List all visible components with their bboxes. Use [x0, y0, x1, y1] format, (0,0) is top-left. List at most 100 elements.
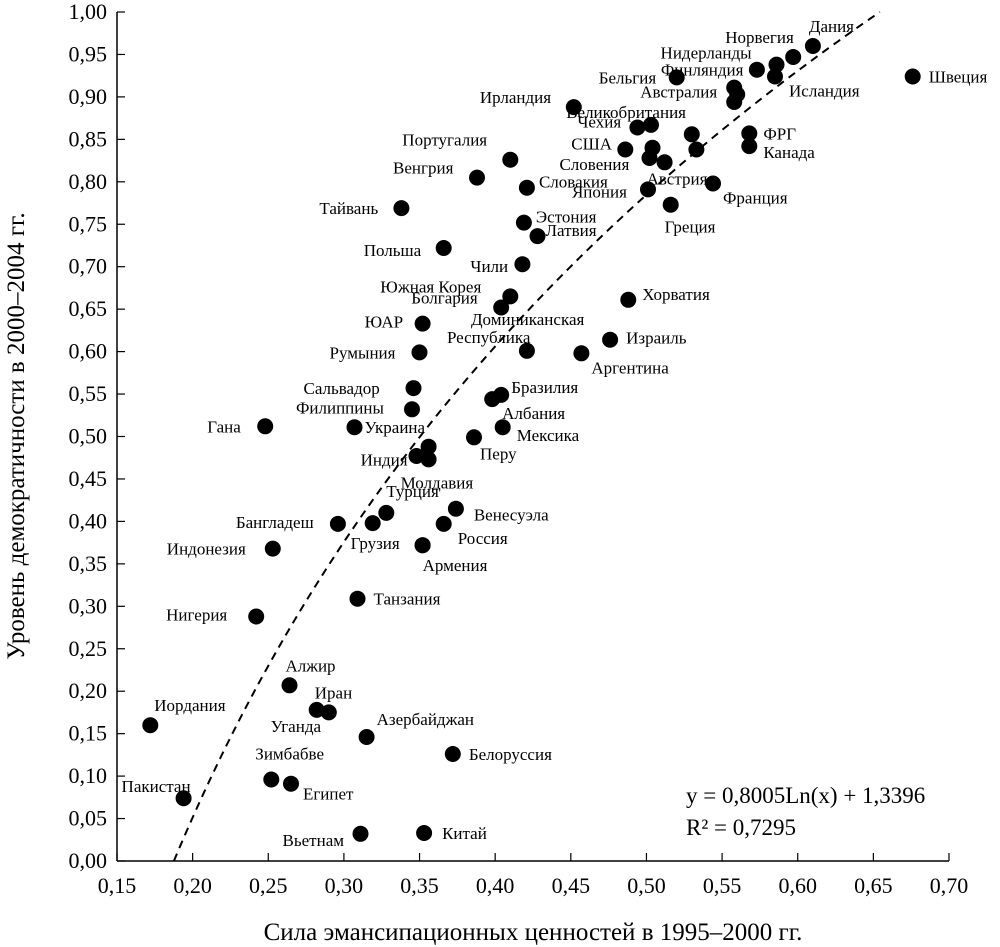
point-label: Молдавия — [401, 474, 474, 493]
y-tick-label: 0,60 — [69, 339, 108, 364]
data-point — [748, 61, 765, 78]
x-tick-label: 0,60 — [778, 873, 817, 898]
point-label: Танзания — [374, 590, 441, 609]
point-label: Норвегия — [725, 28, 794, 47]
point-label: Перу — [480, 444, 517, 463]
r2-text: R² = 0,7295 — [686, 815, 796, 840]
point-label: Израиль — [626, 329, 687, 348]
data-point — [529, 228, 546, 245]
data-point — [329, 515, 346, 532]
y-tick-label: 0,35 — [69, 551, 108, 576]
point-label: Финляндия — [661, 61, 744, 80]
data-point — [502, 151, 519, 168]
point-label: Хорватия — [642, 285, 710, 304]
data-point — [283, 775, 299, 792]
data-point — [515, 214, 532, 231]
point-label: Армения — [423, 556, 488, 575]
point-label: Чехия — [577, 112, 621, 131]
point-label: Эстония — [536, 208, 597, 227]
point-label: Албания — [502, 404, 565, 423]
data-point — [444, 746, 461, 762]
point-label: Словакия — [539, 173, 608, 192]
data-point — [281, 677, 298, 694]
point-label: Швеция — [929, 68, 988, 87]
y-tick-label: 0,05 — [69, 806, 108, 831]
data-point — [494, 419, 511, 436]
point-label: Исландия — [789, 82, 860, 101]
y-axis-title: Уровень демократичности в 2000–2004 гг. — [3, 212, 30, 659]
data-point — [264, 540, 281, 557]
equation-text: y = 0,8005Ln(x) + 1,3396 — [686, 783, 925, 808]
data-point — [466, 429, 482, 446]
point-label: Португалия — [402, 131, 487, 150]
point-label: Белоруссия — [469, 745, 552, 764]
point-label: Сальвадор — [303, 379, 379, 398]
y-tick-label: 1,00 — [69, 0, 108, 24]
data-point — [804, 38, 821, 54]
point-label: Польша — [364, 241, 422, 260]
data-point — [668, 69, 685, 86]
data-point — [768, 56, 785, 73]
data-point — [643, 116, 659, 133]
point-label: Гана — [207, 417, 241, 436]
point-label: Аргентина — [591, 358, 669, 377]
data-point — [705, 175, 721, 192]
y-tick-label: 0,30 — [69, 593, 108, 618]
y-tick-label: 0,10 — [69, 763, 108, 788]
data-point — [411, 344, 428, 361]
point-label: ЮАР — [365, 313, 404, 332]
data-point — [514, 256, 531, 273]
x-tick-label: 0,20 — [173, 873, 212, 898]
data-point — [662, 196, 679, 213]
data-point — [263, 771, 280, 788]
points-layer — [142, 38, 921, 842]
data-point — [320, 704, 337, 721]
data-point — [358, 729, 375, 745]
point-label: Нидерланды — [661, 44, 753, 63]
data-point — [904, 68, 921, 85]
data-point — [641, 150, 658, 166]
y-tick-label: 0,40 — [69, 508, 108, 533]
data-point — [629, 119, 646, 136]
point-label: ФРГ — [763, 124, 796, 143]
data-point — [656, 154, 673, 171]
y-tick-label: 0,45 — [69, 466, 108, 491]
y-tick-label: 0,15 — [69, 721, 108, 746]
data-point — [447, 500, 464, 517]
data-point — [741, 138, 758, 155]
data-point — [416, 825, 433, 841]
point-label: Южная Корея — [380, 277, 481, 296]
y-tick-label: 0,75 — [69, 211, 108, 236]
point-label: Россия — [458, 529, 508, 548]
data-point — [408, 448, 425, 464]
data-point — [405, 380, 422, 397]
point-label: Доминиканская — [471, 310, 585, 329]
data-point — [352, 825, 369, 842]
point-label: Болгария — [411, 288, 478, 307]
data-point — [767, 68, 783, 85]
point-label: Бразилия — [511, 378, 578, 397]
point-label: Чили — [470, 257, 508, 276]
point-label: Греция — [665, 218, 716, 237]
point-label: Великобритания — [566, 103, 686, 122]
data-point — [518, 342, 535, 359]
data-point — [393, 200, 410, 217]
data-point — [175, 790, 192, 807]
data-point — [378, 504, 395, 521]
data-point — [346, 419, 363, 436]
data-point — [683, 126, 700, 143]
point-label: Уганда — [271, 717, 322, 736]
y-tick-label: 0,00 — [69, 848, 108, 873]
point-label: Пакистан — [122, 777, 191, 796]
data-point — [493, 299, 510, 316]
data-point — [640, 181, 656, 198]
x-tick-label: 0,35 — [400, 873, 439, 898]
point-label: Турция — [386, 482, 439, 501]
data-point — [518, 179, 535, 196]
point-label: Грузия — [351, 534, 400, 553]
x-tick-label: 0,15 — [98, 873, 137, 898]
data-point — [142, 717, 159, 734]
x-tick-label: 0,55 — [703, 873, 742, 898]
